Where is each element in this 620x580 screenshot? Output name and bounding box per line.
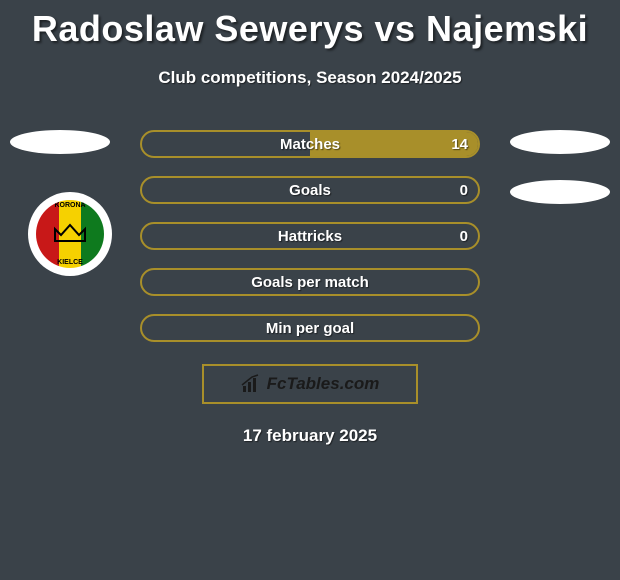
stat-row-goals: Goals 0: [140, 176, 480, 204]
stats-area: KORONA KIELCE Matches 14 Goals 0 Hattric…: [0, 130, 620, 342]
stat-value-hattricks: 0: [460, 228, 468, 245]
stat-row-min-per-goal: Min per goal: [140, 314, 480, 342]
brand-text: FcTables.com: [267, 374, 380, 394]
stat-label-matches: Matches: [280, 136, 340, 153]
club-badge: KORONA KIELCE: [28, 192, 112, 276]
player-right-avatar-placeholder-2: [510, 180, 610, 204]
stat-value-matches: 14: [451, 136, 468, 153]
stat-row-hattricks: Hattricks 0: [140, 222, 480, 250]
player-right-avatar-placeholder-1: [510, 130, 610, 154]
player-left-avatar-placeholder: [10, 130, 110, 154]
stat-row-goals-per-match: Goals per match: [140, 268, 480, 296]
page-title: Radoslaw Sewerys vs Najemski: [0, 0, 620, 50]
bar-chart-icon: [241, 374, 261, 394]
stat-label-goals: Goals: [289, 182, 331, 199]
stat-label-gpm: Goals per match: [251, 274, 369, 291]
badge-text-bottom: KIELCE: [36, 259, 104, 266]
stat-row-matches: Matches 14: [140, 130, 480, 158]
stat-value-goals: 0: [460, 182, 468, 199]
brand-box: FcTables.com: [202, 364, 418, 404]
stat-label-mpg: Min per goal: [266, 320, 354, 337]
stat-label-hattricks: Hattricks: [278, 228, 342, 245]
club-badge-inner: KORONA KIELCE: [36, 200, 104, 268]
date-text: 17 february 2025: [0, 426, 620, 446]
page-subtitle: Club competitions, Season 2024/2025: [0, 68, 620, 88]
crown-icon: [53, 223, 87, 243]
badge-text-top: KORONA: [36, 202, 104, 209]
